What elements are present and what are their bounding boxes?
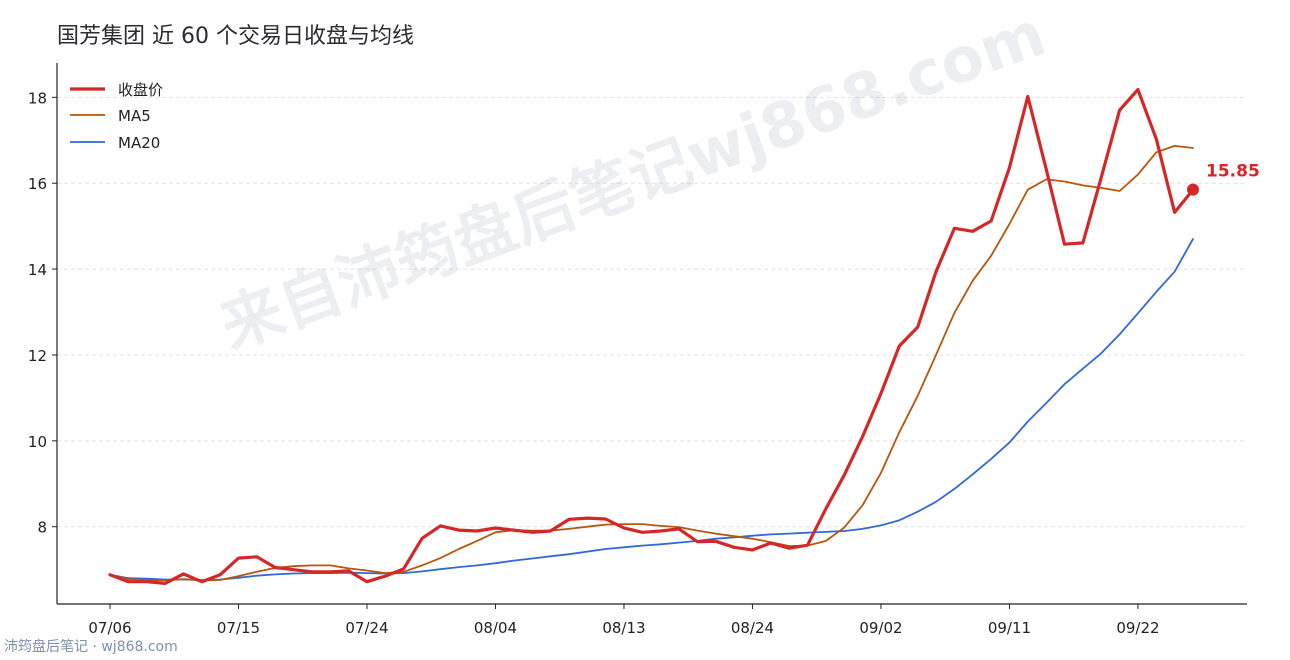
x-tick-label: 09/22 (1116, 619, 1159, 637)
legend-label: 收盘价 (118, 81, 163, 99)
y-tick-label: 18 (28, 89, 47, 107)
watermark-text: 来自沛筠盘后笔记wj868.com (211, 0, 1055, 363)
axes: 8 10 12 14 16 18 07/06 07/15 07/24 08/04 08/13 08/2… (28, 63, 1247, 637)
ma20-line (109, 238, 1194, 581)
x-tick-label: 08/24 (731, 619, 774, 637)
grid-lines (57, 96, 1247, 528)
y-tick-label: 12 (28, 347, 47, 365)
y-tick-label: 10 (28, 433, 47, 451)
last-close-marker (1187, 183, 1199, 196)
x-tick-label: 07/24 (345, 619, 388, 637)
x-tick-label: 07/15 (217, 619, 260, 637)
close-price-line (108, 88, 1195, 585)
y-tick-label: 8 (37, 519, 47, 537)
legend-label: MA20 (118, 134, 160, 152)
x-tick-label: 08/04 (474, 619, 517, 637)
legend-label: MA5 (118, 107, 151, 125)
chart-title: 国芳集团 近 60 个交易日收盘与均线 (57, 24, 414, 49)
y-tick-label: 16 (28, 175, 47, 193)
y-tick-label: 14 (28, 261, 47, 279)
x-tick-label: 07/06 (88, 619, 131, 637)
series-lines: 15.85 (108, 88, 1260, 585)
x-tick-label: 09/02 (859, 619, 902, 637)
x-tick-label: 09/11 (988, 619, 1031, 637)
ma5-line (109, 145, 1194, 582)
x-tick-label: 08/13 (602, 619, 645, 637)
last-close-label: 15.85 (1206, 162, 1260, 182)
watermark: 来自沛筠盘后笔记wj868.com (211, 0, 1055, 363)
legend: 收盘价 MA5 MA20 (70, 81, 163, 152)
footer-credit: 沛筠盘后笔记 · wj868.com (4, 639, 178, 655)
